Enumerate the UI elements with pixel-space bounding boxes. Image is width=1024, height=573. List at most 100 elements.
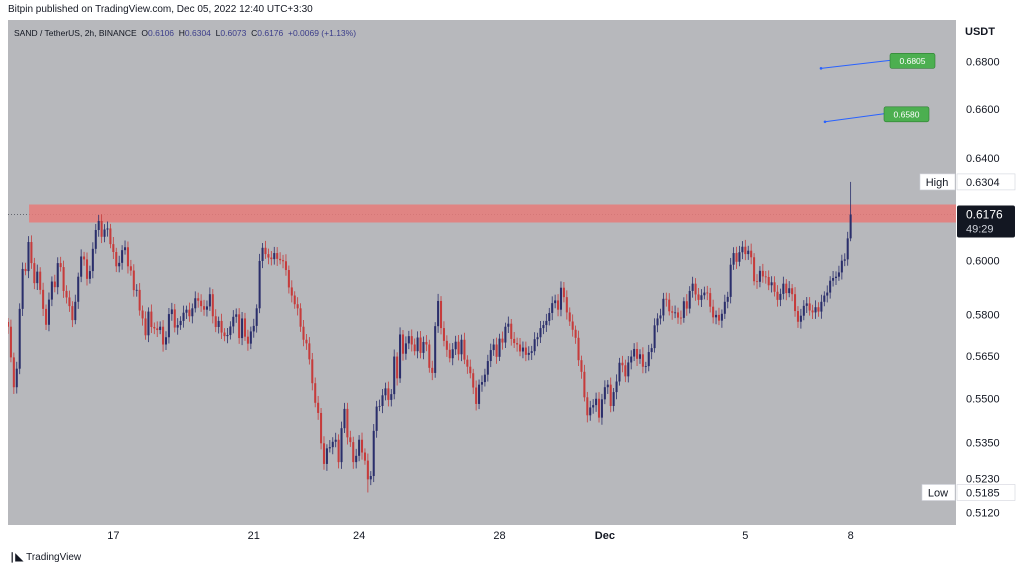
candle-body: [62, 267, 65, 291]
candle-body: [694, 283, 697, 295]
candle-body: [814, 307, 817, 313]
candle-body: [36, 271, 39, 284]
high-tag-label-box: [919, 173, 956, 191]
footer-brand[interactable]: ❘◣ TradingView: [8, 552, 81, 563]
candle-body: [679, 317, 682, 319]
candle-body: [475, 387, 478, 404]
candle-body: [328, 447, 331, 449]
candle-body: [200, 300, 203, 307]
candle-body: [697, 294, 700, 300]
candle-body: [524, 347, 527, 355]
candle-body: [138, 289, 141, 311]
candle-body: [325, 448, 328, 464]
candle-body: [401, 334, 405, 354]
candle-body: [299, 308, 302, 327]
candle-body: [340, 428, 343, 463]
footer-brand-text: TradingView: [26, 552, 82, 563]
candle-body: [223, 332, 226, 337]
y-tick-label: 0.5230: [966, 474, 1000, 486]
candle-body: [609, 384, 612, 406]
candle-body: [518, 344, 522, 352]
candle-body: [91, 248, 94, 272]
price-axis: 0.5120 0.5230 0.5350 0.5500 0.5650 0.5800 0.60…: [966, 57, 1000, 520]
candle-body: [360, 439, 364, 453]
symbol-legend: SAND / TetherUS, 2h, BINANCE O0.6106 H0.…: [14, 28, 356, 38]
candle-body: [109, 228, 112, 245]
candle-body: [817, 307, 820, 312]
candle-body: [21, 268, 24, 309]
candle-body: [208, 294, 211, 307]
candle-body: [829, 280, 832, 293]
candle-body: [536, 337, 539, 340]
candle-body: [273, 253, 276, 260]
candle-body: [653, 325, 656, 349]
candle-body: [437, 300, 440, 327]
candle-body: [264, 247, 267, 255]
candle-body: [279, 258, 282, 261]
candle-body: [88, 271, 91, 279]
candle-body: [469, 366, 472, 374]
candle-body: [135, 289, 138, 291]
candle-body: [586, 397, 589, 416]
candle-body: [551, 303, 554, 313]
candle-body: [115, 251, 118, 267]
candle-body: [241, 318, 244, 339]
candle-body: [580, 360, 583, 372]
candle-body: [337, 439, 340, 463]
candle-body: [434, 326, 437, 373]
candle-body: [808, 303, 811, 311]
candle-body: [205, 306, 208, 310]
candle-body: [9, 326, 12, 358]
candle-body: [126, 247, 129, 267]
candle-body: [229, 326, 232, 336]
candle-body: [562, 287, 565, 298]
candle-body: [162, 326, 165, 345]
candle-body: [302, 326, 305, 340]
candle-body: [320, 412, 323, 444]
candle-body: [252, 325, 255, 332]
candle-body: [282, 260, 285, 262]
candle-body: [235, 314, 238, 317]
candle-body: [182, 312, 185, 321]
candle-body: [396, 356, 399, 379]
candle-body: [700, 295, 703, 300]
candle-body: [428, 344, 431, 368]
x-tick-label: 24: [353, 530, 365, 542]
candle-body: [726, 296, 729, 302]
time-scale-background: [8, 525, 956, 547]
candle-body: [211, 294, 214, 317]
candle-body: [720, 313, 723, 321]
candle-body: [164, 337, 168, 345]
candle-body: [834, 276, 838, 279]
candle-body: [100, 220, 103, 237]
candle-body: [656, 318, 659, 326]
candle-body: [24, 268, 27, 272]
candle-body: [840, 260, 843, 273]
candle-body: [305, 339, 308, 344]
candle-body: [220, 320, 223, 333]
candle-body: [343, 408, 346, 429]
target-projection-line: [820, 59, 891, 69]
candle-body: [381, 395, 384, 406]
candle-body: [533, 339, 536, 352]
y-tick-label: 0.6400: [966, 153, 1000, 165]
candle-body: [738, 252, 741, 262]
candle-body: [42, 289, 45, 309]
candle-body: [30, 242, 33, 264]
y-tick-label: 0.5350: [966, 438, 1000, 450]
candle-body: [270, 257, 273, 260]
candle-body: [463, 339, 466, 360]
candle-body: [71, 306, 74, 321]
low-tag-value: 0.5185: [966, 487, 1000, 499]
candle-body: [662, 298, 665, 316]
candle-body: [290, 287, 293, 296]
candle-body: [349, 437, 352, 443]
candle-body: [159, 326, 162, 331]
candle-body: [156, 328, 159, 331]
candle-body: [682, 301, 685, 318]
candle-body: [674, 312, 677, 314]
candle-body: [750, 250, 753, 258]
candle-body: [703, 292, 706, 296]
candle-body: [112, 244, 115, 252]
